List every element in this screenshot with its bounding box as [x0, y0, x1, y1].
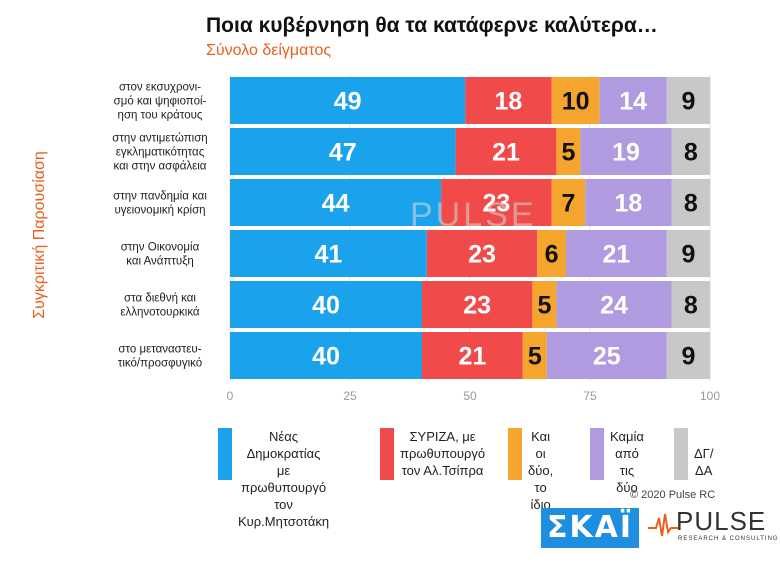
bar-segment: [465, 77, 552, 124]
data-label: 9: [681, 241, 695, 269]
bar-segment: [666, 332, 710, 379]
bar-segment: [546, 332, 667, 379]
legend-label-dk: ΔΓ/ΔΑ: [694, 446, 714, 478]
pulse-logo-text: PULSE: [676, 506, 767, 536]
pulse-wave-icon: [648, 513, 678, 537]
data-label: 23: [463, 292, 491, 320]
y-axis-label: Συγκριτική Παρουσίαση: [31, 151, 48, 319]
legend-swatch-dk: [674, 428, 688, 480]
bar-segment: [585, 179, 672, 226]
data-label: 25: [593, 343, 621, 371]
bar-segment: [666, 77, 710, 124]
legend-label-neither: Καμία από τις δύο: [610, 429, 644, 495]
bar-segment: [671, 128, 710, 175]
data-label: 14: [619, 88, 647, 116]
data-label: 24: [600, 292, 628, 320]
data-label: 9: [681, 343, 695, 371]
category-label: στα διεθνή και ελληνοτουρκικά: [120, 293, 200, 319]
bar-segment: [556, 128, 581, 175]
bar-segment: [230, 179, 442, 226]
bar-segment: [532, 281, 557, 328]
data-label: 8: [684, 292, 698, 320]
data-label: 23: [482, 190, 510, 218]
legend-label-syriza: ΣΥΡΙΖΑ, με πρωθυπουργό τον Αλ.Τσίπρα: [400, 429, 486, 478]
x-tick-label: 0: [227, 389, 234, 403]
bar-segment: [455, 128, 557, 175]
bar-segment: [551, 77, 600, 124]
legend-swatch-both: [508, 428, 522, 480]
bar-segment: [522, 332, 547, 379]
pulse-logo-subtext: RESEARCH & CONSULTING: [678, 536, 779, 542]
category-label: στο μεταναστευ-τικό/προσφυγικό: [118, 344, 202, 370]
bar-segment: [230, 332, 422, 379]
bar-segment: [671, 179, 710, 226]
bar-segment: [580, 128, 672, 175]
legend: Νέας Δημοκρατίας με πρωθυπουργό τον Κυρ.…: [218, 428, 738, 529]
x-tick-label: 75: [583, 389, 597, 403]
skai-logo: ΣΚΑΪ: [541, 508, 639, 548]
bar-segment: [537, 230, 566, 277]
chart-subtitle: Σύνολο δείγματος: [206, 42, 332, 59]
data-label: 40: [312, 292, 340, 320]
data-label: 47: [329, 139, 357, 167]
data-label: 5: [537, 292, 551, 320]
data-label: 5: [561, 139, 575, 167]
category-label: στην πανδημία και υγειονομική κρίση: [113, 191, 207, 217]
legend-swatch-nd: [218, 428, 232, 480]
copyright-text: © 2020 Pulse RC: [630, 489, 716, 501]
bar-segment: [599, 77, 667, 124]
data-label: 21: [458, 343, 486, 371]
data-label: 5: [528, 343, 542, 371]
data-label: 21: [492, 139, 520, 167]
bar-segment: [230, 281, 422, 328]
pulse-logo: PULSE RESEARCH & CONSULTING: [648, 506, 778, 550]
bar-segment: [230, 128, 456, 175]
legend-label-both: Και οι δύο, το ίδιο: [528, 429, 554, 512]
data-label: 18: [494, 88, 522, 116]
legend-swatch-syriza: [380, 428, 394, 480]
bar-segment: [230, 230, 427, 277]
bar-segment: [666, 230, 710, 277]
legend-swatch-neither: [590, 428, 604, 480]
data-label: 10: [562, 88, 590, 116]
data-label: 49: [334, 88, 362, 116]
category-label: στον εκσυχρονι-σμό και ψηφιοποί-ηση του …: [114, 82, 207, 122]
x-tick-label: 100: [700, 389, 720, 403]
data-label: 8: [684, 190, 698, 218]
bar-segment: [551, 179, 586, 226]
bar-segment: [230, 77, 466, 124]
bar-segment: [422, 332, 523, 379]
data-label: 6: [545, 241, 559, 269]
category-label: στην Οικονομία και Ανάπτυξη: [121, 242, 200, 268]
category-label: στην αντιμετώπιση εγκληματικότητας και στη…: [112, 133, 207, 173]
bar-segment: [556, 281, 672, 328]
data-label: 8: [684, 139, 698, 167]
data-label: 41: [314, 241, 342, 269]
data-label: 44: [322, 190, 350, 218]
data-label: 23: [468, 241, 496, 269]
bar-segment: [671, 281, 710, 328]
bar-segment: [441, 179, 552, 226]
bar-segment: [426, 230, 538, 277]
data-label: 21: [602, 241, 630, 269]
data-label: 9: [681, 88, 695, 116]
bar-segment: [566, 230, 667, 277]
legend-label-nd: Νέας Δημοκρατίας με πρωθυπουργό τον Κυρ.…: [238, 429, 330, 529]
data-label: 7: [561, 190, 575, 218]
data-label: 18: [614, 190, 642, 218]
data-label: 19: [612, 139, 640, 167]
bar-segment: [422, 281, 533, 328]
x-tick-label: 50: [463, 389, 477, 403]
chart-title: Ποια κυβέρνηση θα τα κατάφερνε καλύτερα…: [206, 14, 658, 37]
data-label: 40: [312, 343, 340, 371]
x-tick-label: 25: [343, 389, 357, 403]
